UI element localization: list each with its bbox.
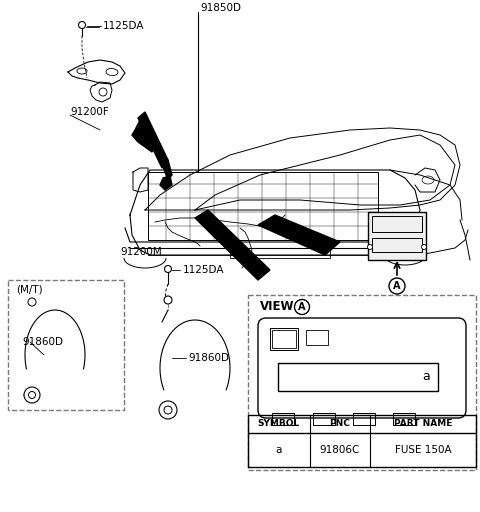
Text: PART NAME: PART NAME bbox=[394, 419, 452, 429]
Circle shape bbox=[389, 278, 405, 294]
Bar bbox=[313, 413, 335, 425]
Polygon shape bbox=[138, 112, 168, 168]
Circle shape bbox=[28, 392, 36, 398]
Polygon shape bbox=[162, 160, 172, 180]
Circle shape bbox=[295, 300, 310, 314]
Bar bbox=[372, 216, 422, 232]
Polygon shape bbox=[132, 120, 155, 152]
Text: 1125DA: 1125DA bbox=[103, 21, 144, 31]
Bar bbox=[353, 413, 375, 425]
Circle shape bbox=[28, 298, 36, 306]
Text: 91806C: 91806C bbox=[320, 445, 360, 455]
Polygon shape bbox=[160, 176, 172, 190]
Text: (M/T): (M/T) bbox=[16, 285, 43, 295]
Circle shape bbox=[24, 387, 40, 403]
Circle shape bbox=[159, 401, 177, 419]
Bar bbox=[248, 295, 476, 470]
Circle shape bbox=[165, 266, 171, 272]
Bar bbox=[248, 415, 476, 467]
Circle shape bbox=[421, 245, 427, 249]
Bar bbox=[148, 172, 378, 240]
Text: 91860D: 91860D bbox=[22, 337, 63, 347]
Text: A: A bbox=[393, 281, 401, 291]
Circle shape bbox=[164, 406, 172, 414]
Text: FUSE 150A: FUSE 150A bbox=[395, 445, 451, 455]
Circle shape bbox=[368, 245, 372, 249]
Bar bbox=[270, 328, 298, 350]
Polygon shape bbox=[258, 215, 340, 255]
Bar bbox=[372, 238, 422, 252]
Text: a: a bbox=[422, 371, 430, 383]
Bar bbox=[272, 330, 296, 348]
Text: a: a bbox=[276, 445, 282, 455]
Text: SYMBOL: SYMBOL bbox=[258, 419, 300, 429]
Bar bbox=[272, 413, 294, 425]
Text: A: A bbox=[298, 302, 306, 312]
Bar bbox=[278, 363, 438, 391]
Bar bbox=[8, 280, 124, 410]
Text: 91850D: 91850D bbox=[200, 3, 241, 13]
Bar bbox=[306, 330, 328, 345]
Text: VIEW: VIEW bbox=[260, 301, 295, 313]
Circle shape bbox=[79, 22, 85, 29]
Bar bbox=[393, 413, 415, 425]
Text: 91200F: 91200F bbox=[70, 107, 109, 117]
Circle shape bbox=[164, 296, 172, 304]
Bar bbox=[368, 212, 426, 260]
Circle shape bbox=[99, 88, 107, 96]
Bar bbox=[230, 240, 330, 258]
Text: PNC: PNC bbox=[330, 419, 350, 429]
Polygon shape bbox=[195, 210, 270, 280]
Text: 1125DA: 1125DA bbox=[183, 265, 225, 275]
Text: 91860D: 91860D bbox=[188, 353, 229, 363]
Text: 91200M: 91200M bbox=[120, 247, 162, 257]
